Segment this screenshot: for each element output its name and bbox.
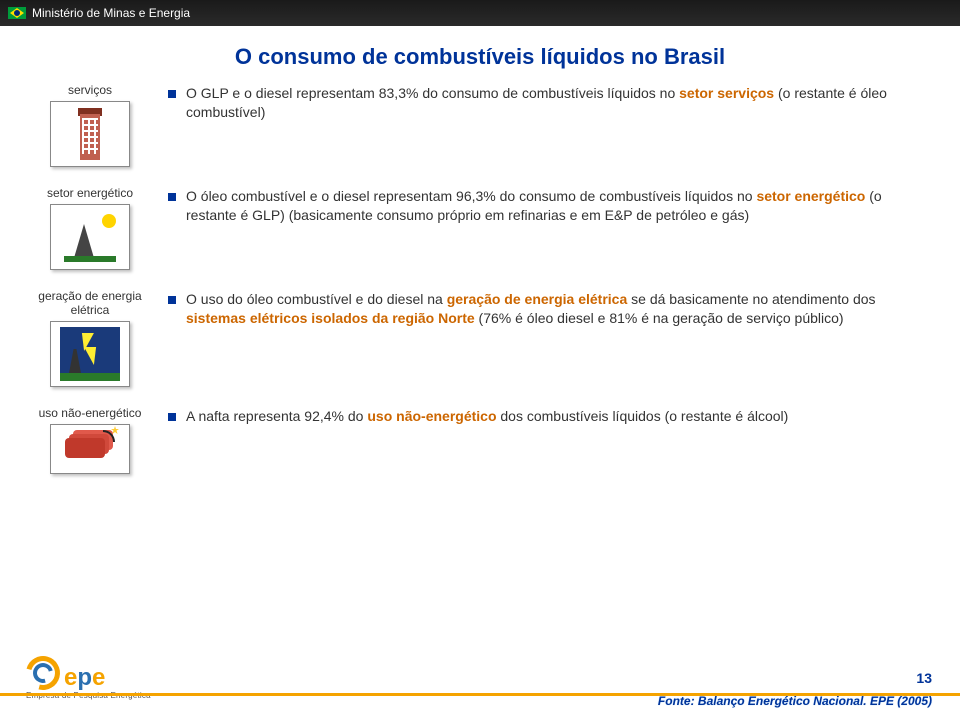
label-servicos: serviços [30,84,150,97]
epe-wordmark: epe [64,667,105,690]
page-number: 13 [916,670,932,686]
iconbox-energetico: setor energético [30,187,150,270]
bullet-text: O óleo combustível e o diesel representa… [186,187,930,225]
brazil-flag-icon [8,7,26,19]
keyword: geração de energia elétrica [447,291,628,307]
content-area: serviços O GLP e o diesel representam 83… [0,84,960,474]
text-mid: se dá basicamente no atendimento dos [627,291,875,307]
text-pre: A nafta representa 92,4% do [186,408,367,424]
keyword: uso não-energético [367,408,496,424]
building-icon [50,101,130,167]
bullet-text: O GLP e o diesel representam 83,3% do co… [186,84,930,122]
bullets-geracao: O uso do óleo combustível e do diesel na… [150,290,930,334]
iconbox-servicos: serviços [30,84,150,167]
bullet-marker-icon [168,90,176,98]
text-pre: O GLP e o diesel representam 83,3% do co… [186,85,679,101]
keyword: setor serviços [679,85,774,101]
bullets-nao-energetico: A nafta representa 92,4% do uso não-ener… [150,407,930,432]
bullet-text: O uso do óleo combustível e do diesel na… [186,290,930,328]
row-servicos: serviços O GLP e o diesel representam 83… [30,84,930,167]
bullet-text: A nafta representa 92,4% do uso não-ener… [186,407,930,426]
source-citation: Fonte: Balanço Energético Nacional. EPE … [658,694,932,708]
bullets-energetico: O óleo combustível e o diesel representa… [150,187,930,231]
row-energetico: setor energético O óleo combustível e o … [30,187,930,270]
text-pre: O óleo combustível e o diesel representa… [186,188,756,204]
power-lines-icon [50,321,130,387]
iconbox-nao-energetico: uso não-energético [30,407,150,474]
epe-swirl-icon [26,656,60,690]
keyword: setor energético [756,188,865,204]
dynamite-icon [50,424,130,474]
row-nao-energetico: uso não-energético A nafta representa 92… [30,407,930,474]
bullet-marker-icon [168,296,176,304]
bullets-servicos: O GLP e o diesel representam 83,3% do co… [150,84,930,128]
bullet-marker-icon [168,413,176,421]
ministry-label: Ministério de Minas e Energia [32,6,190,20]
bullet: A nafta representa 92,4% do uso não-ener… [168,407,930,426]
oil-rig-icon [50,204,130,270]
bullet-marker-icon [168,193,176,201]
label-geracao: geração de energia elétrica [30,290,150,316]
row-geracao: geração de energia elétrica O uso do óle… [30,290,930,386]
text-pre: O uso do óleo combustível e do diesel na [186,291,447,307]
iconbox-geracao: geração de energia elétrica [30,290,150,386]
label-energetico: setor energético [30,187,150,200]
top-bar: Ministério de Minas e Energia [0,0,960,26]
keyword: sistemas elétricos isolados da região No… [186,310,475,326]
label-nao-energetico: uso não-energético [30,407,150,420]
text-post: dos combustíveis líquidos (o restante é … [497,408,789,424]
text-post: (76% é óleo diesel e 81% é na geração de… [475,310,844,326]
bullet: O uso do óleo combustível e do diesel na… [168,290,930,328]
bullet: O óleo combustível e o diesel representa… [168,187,930,225]
footer: epe Empresa de Pesquisa Energética 13 Fo… [0,636,960,716]
page-title: O consumo de combustíveis líquidos no Br… [0,44,960,70]
bullet: O GLP e o diesel representam 83,3% do co… [168,84,930,122]
